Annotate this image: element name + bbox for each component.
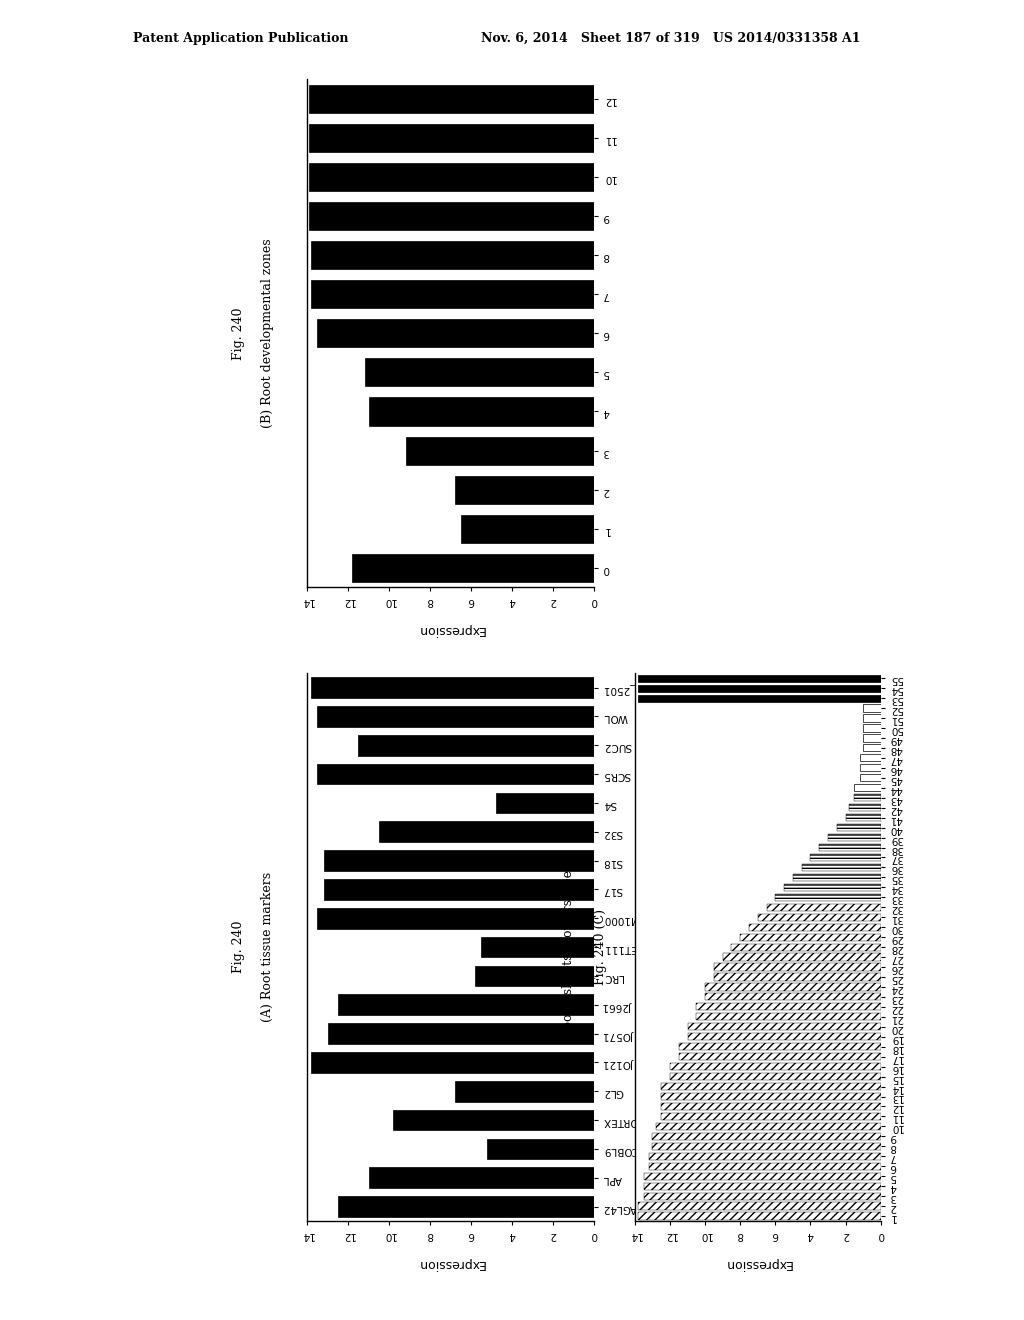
Bar xyxy=(455,1081,594,1102)
Bar xyxy=(369,1167,594,1188)
Bar xyxy=(837,824,881,832)
Bar xyxy=(324,850,594,871)
Text: Fig. 240: Fig. 240 xyxy=(231,921,245,973)
Bar xyxy=(687,1034,881,1040)
Bar xyxy=(338,994,594,1015)
Text: Fig. 240: Fig. 240 xyxy=(231,308,245,359)
Bar xyxy=(379,821,594,842)
Bar xyxy=(317,764,594,784)
Bar xyxy=(740,933,881,941)
Bar xyxy=(324,879,594,900)
Bar xyxy=(828,834,881,841)
Bar xyxy=(649,1163,881,1170)
Bar xyxy=(767,904,881,911)
Bar xyxy=(696,1014,881,1020)
Bar xyxy=(369,397,594,425)
Bar xyxy=(662,1104,881,1110)
Bar xyxy=(863,714,881,722)
Bar xyxy=(311,1052,594,1073)
Bar xyxy=(638,1213,881,1220)
Bar xyxy=(758,913,881,921)
Bar xyxy=(670,1073,881,1080)
Bar xyxy=(475,965,594,986)
Bar xyxy=(496,792,594,813)
Bar xyxy=(338,1196,594,1217)
Bar xyxy=(455,475,594,504)
Bar xyxy=(317,908,594,929)
Bar xyxy=(819,843,881,851)
Bar xyxy=(679,1053,881,1060)
Bar xyxy=(638,685,881,692)
Bar xyxy=(481,937,594,957)
Bar xyxy=(644,1172,881,1180)
Bar xyxy=(317,319,594,347)
Bar xyxy=(461,515,594,543)
Bar xyxy=(749,924,881,931)
Bar xyxy=(706,994,881,1001)
Text: (A) Root tissue markers: (A) Root tissue markers xyxy=(260,873,273,1022)
Bar xyxy=(859,775,881,781)
Text: (B) Root developmental zones: (B) Root developmental zones xyxy=(260,239,273,428)
Bar xyxy=(723,953,881,961)
Bar xyxy=(854,784,881,791)
Bar xyxy=(656,1123,881,1130)
Bar xyxy=(802,863,881,871)
Bar xyxy=(670,1063,881,1071)
Bar xyxy=(352,554,594,582)
Bar xyxy=(309,202,594,230)
Bar xyxy=(365,358,594,387)
Bar xyxy=(662,1113,881,1119)
Text: Fig. 240 (C): Fig. 240 (C) xyxy=(594,909,607,985)
Bar xyxy=(696,1003,881,1010)
Bar xyxy=(706,983,881,990)
Bar xyxy=(652,1143,881,1150)
Bar xyxy=(846,814,881,821)
Bar xyxy=(406,437,594,465)
Bar xyxy=(810,854,881,861)
Bar xyxy=(859,764,881,771)
Bar xyxy=(487,1139,594,1159)
Bar xyxy=(854,795,881,801)
Bar xyxy=(649,1152,881,1160)
Bar xyxy=(793,874,881,880)
Bar xyxy=(393,1110,594,1130)
Bar xyxy=(863,725,881,731)
Text: Patent Application Publication: Patent Application Publication xyxy=(133,32,348,45)
Bar xyxy=(775,894,881,900)
Bar xyxy=(638,1203,881,1209)
Bar xyxy=(784,884,881,891)
Bar xyxy=(309,162,594,191)
Bar xyxy=(328,1023,594,1044)
Bar xyxy=(644,1183,881,1189)
Bar xyxy=(309,84,594,112)
Bar xyxy=(714,973,881,981)
Bar xyxy=(731,944,881,950)
Text: Nov. 6, 2014   Sheet 187 of 319   US 2014/0331358 A1: Nov. 6, 2014 Sheet 187 of 319 US 2014/03… xyxy=(481,32,861,45)
Bar xyxy=(309,124,594,152)
Bar xyxy=(311,242,594,269)
Bar xyxy=(652,1133,881,1140)
Bar xyxy=(358,735,594,755)
Bar xyxy=(863,734,881,742)
Bar xyxy=(849,804,881,812)
X-axis label: Expression: Expression xyxy=(724,1257,792,1270)
X-axis label: Expression: Expression xyxy=(417,1257,484,1270)
Bar xyxy=(311,280,594,309)
Bar xyxy=(714,964,881,970)
Bar xyxy=(317,706,594,727)
Bar xyxy=(638,694,881,702)
Bar xyxy=(859,754,881,762)
Bar xyxy=(687,1023,881,1031)
Bar xyxy=(679,1043,881,1051)
Bar xyxy=(863,744,881,751)
Bar xyxy=(863,705,881,711)
Bar xyxy=(638,675,881,681)
Text: Roots, shoots, flowers, seeds: Roots, shoots, flowers, seeds xyxy=(562,855,575,1039)
Bar xyxy=(662,1093,881,1100)
Bar xyxy=(644,1192,881,1200)
Bar xyxy=(311,677,594,698)
X-axis label: Expression: Expression xyxy=(417,623,484,636)
Bar xyxy=(662,1082,881,1090)
